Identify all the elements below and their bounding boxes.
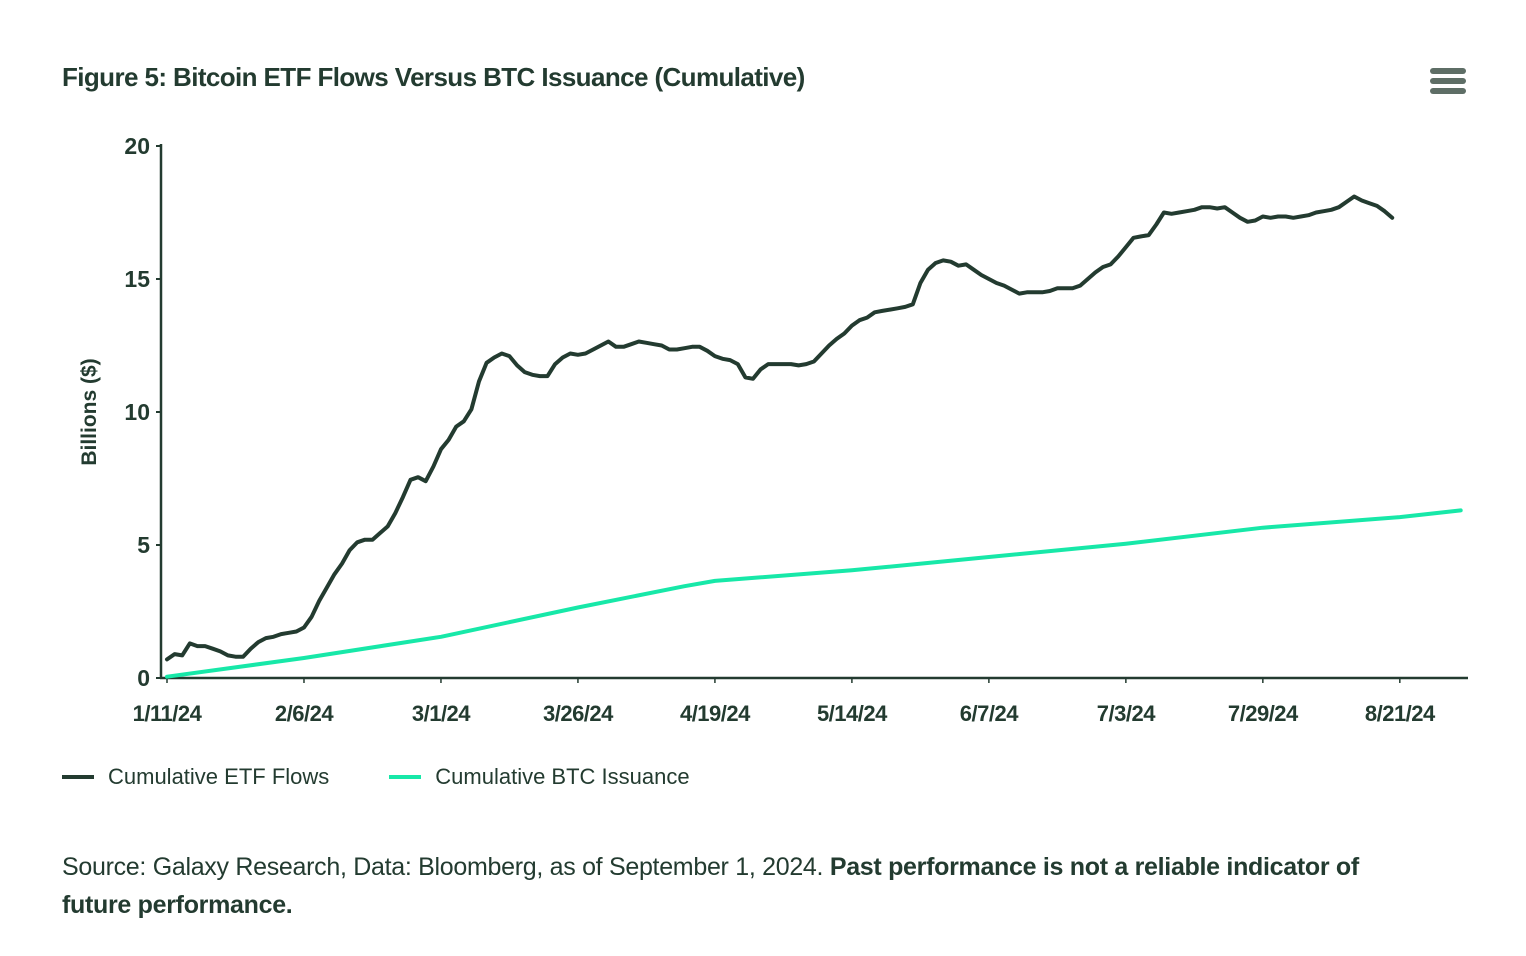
x-tick-label: 6/7/24 — [960, 701, 1019, 726]
y-axis-label: Billions ($) — [78, 358, 101, 465]
legend-swatch-btc-issuance — [389, 775, 422, 779]
y-tick-label: 5 — [137, 532, 150, 558]
x-tick-label: 4/19/24 — [680, 701, 751, 726]
legend-item-btc-issuance[interactable]: Cumulative BTC Issuance — [389, 764, 690, 790]
x-tick-label: 2/6/24 — [275, 701, 334, 726]
series-group — [165, 194, 1463, 679]
chart-menu-button[interactable] — [1430, 68, 1466, 98]
x-ticks: 1/11/24 2/6/24 3/1/24 3/26/24 4/19/24 5/14/24… — [133, 678, 1437, 726]
y-tick-label: 0 — [137, 665, 150, 691]
y-tick-label: 10 — [124, 399, 150, 425]
y-ticks: 0 5 10 15 20 — [124, 133, 161, 691]
legend: Cumulative ETF Flows Cumulative BTC Issu… — [62, 764, 750, 790]
hamburger-menu-icon-bar — [1430, 88, 1466, 94]
series-line-btc-issuance — [165, 508, 1463, 679]
hamburger-menu-icon-bar — [1430, 78, 1466, 84]
x-tick-label: 3/1/24 — [412, 701, 471, 726]
x-tick-label: 3/26/24 — [543, 701, 614, 726]
x-tick-label: 8/21/24 — [1365, 701, 1436, 726]
legend-label-etf-flows: Cumulative ETF Flows — [108, 764, 330, 789]
line-chart: Billions ($) 0 5 10 15 20 1/11/24 2/6/24 3/1/2… — [78, 133, 1468, 726]
legend-label-btc-issuance: Cumulative BTC Issuance — [435, 764, 690, 789]
chart-title: Figure 5: Bitcoin ETF Flows Versus BTC I… — [62, 62, 805, 92]
x-tick-label: 1/11/24 — [133, 701, 203, 726]
x-tick-label: 7/3/24 — [1097, 701, 1156, 726]
y-tick-label: 15 — [124, 266, 150, 292]
source-note: Source: Galaxy Research, Data: Bloomberg… — [62, 848, 1422, 924]
axes — [159, 144, 1468, 680]
disclaimer-text: Past performance is not a reliable indic… — [62, 853, 1359, 919]
legend-item-etf-flows[interactable]: Cumulative ETF Flows — [62, 764, 329, 790]
legend-swatch-etf-flows — [62, 775, 94, 779]
series-line-etf-flows — [165, 194, 1395, 662]
y-tick-label: 20 — [124, 133, 150, 159]
source-text: Source: Galaxy Research, Data: Bloomberg… — [62, 853, 824, 881]
x-tick-label: 7/29/24 — [1228, 701, 1299, 726]
hamburger-menu-icon — [1430, 68, 1466, 74]
x-tick-label: 5/14/24 — [817, 701, 888, 726]
